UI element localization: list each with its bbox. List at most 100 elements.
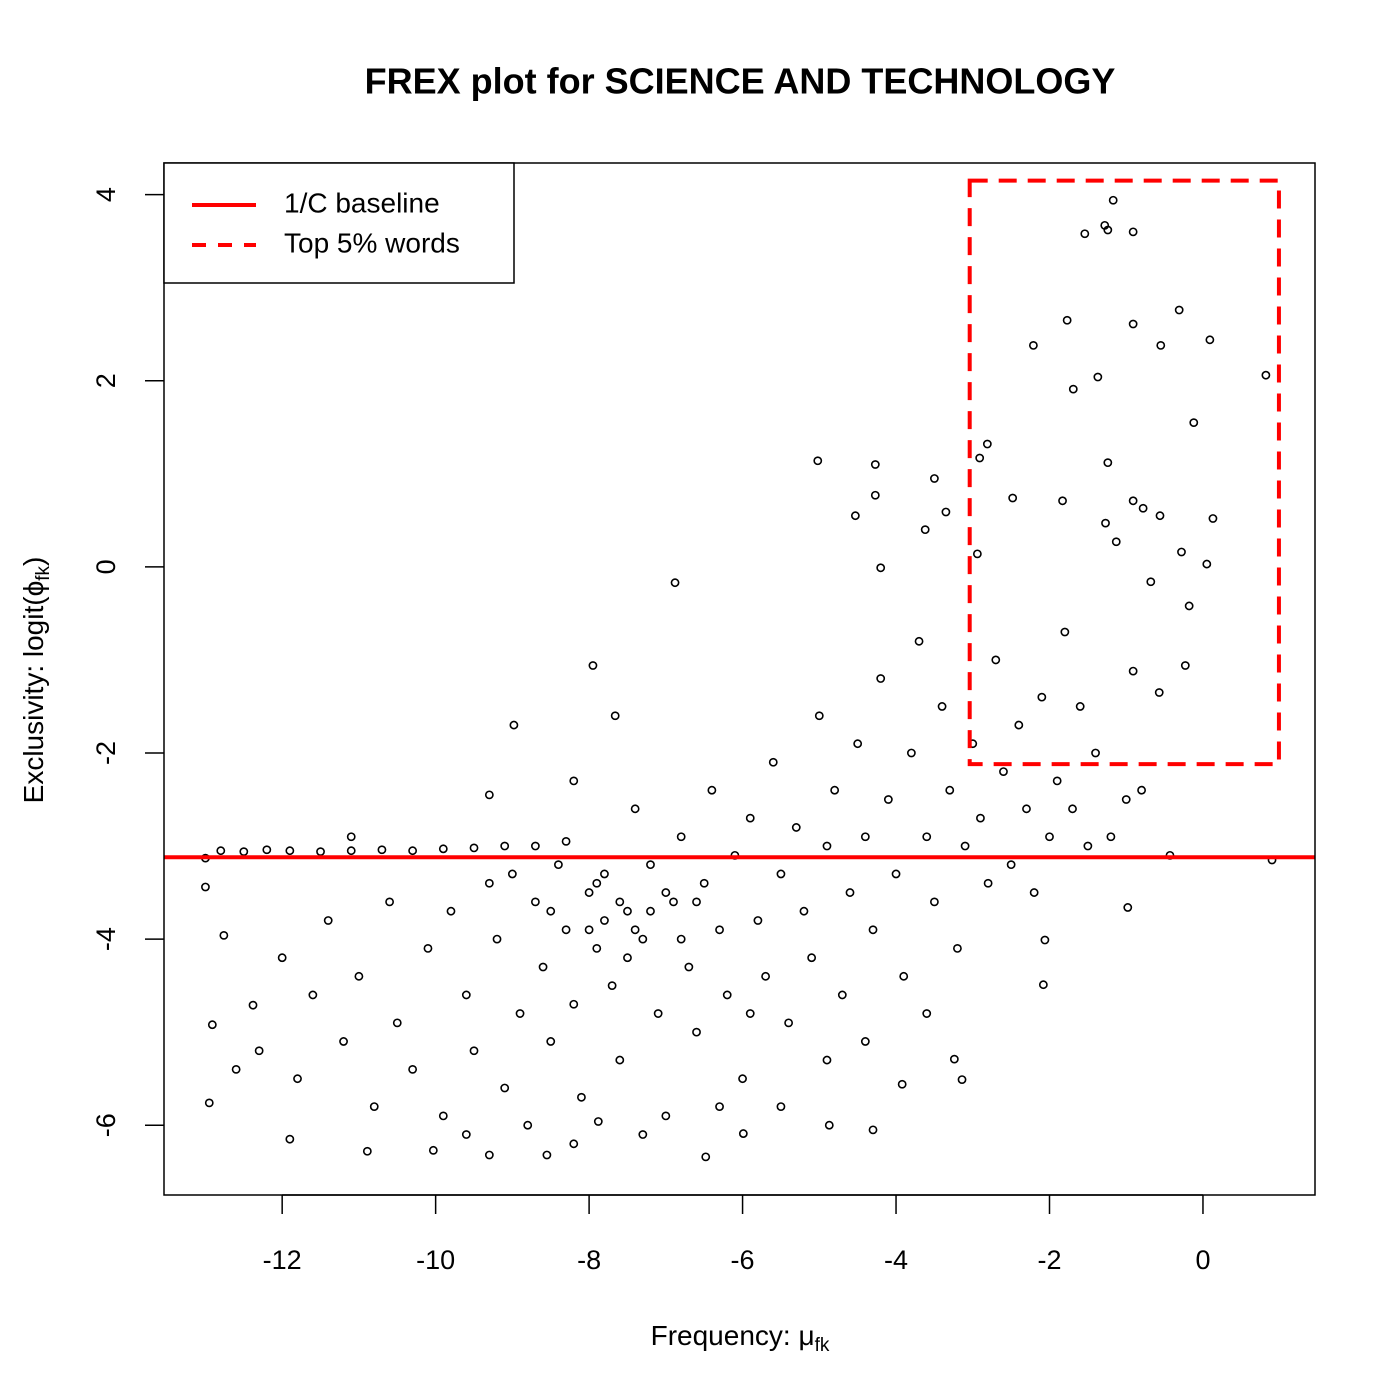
point [949,1054,959,1064]
point [701,1152,711,1162]
point [569,999,579,1009]
x-tick-label: -2 [1037,1245,1061,1275]
point [615,897,625,907]
point [262,845,272,855]
point [1138,503,1148,513]
point [584,925,594,935]
point [1155,511,1165,521]
point [293,1074,302,1084]
point [584,888,594,897]
point [515,1009,525,1018]
point [807,953,817,963]
point [930,897,939,907]
point [219,930,229,940]
point [1068,384,1078,394]
point [920,525,930,535]
point [876,674,886,683]
point [824,1120,834,1130]
chart-title: FREX plot for SCIENCE AND TECHNOLOGY [365,61,1116,102]
point [1029,888,1039,897]
point [1045,832,1054,842]
point [1103,225,1113,235]
point [1062,315,1072,325]
x-axis-label-text: Frequency: μ [651,1320,815,1351]
point [860,832,870,842]
point [248,1000,258,1010]
point [937,702,947,711]
point [500,841,510,851]
point [870,460,880,469]
point [868,1125,878,1135]
point [285,1134,295,1144]
x-tick-label: -4 [884,1245,908,1275]
point [661,888,671,897]
point [991,655,1001,665]
point [837,990,847,1000]
point [354,971,364,981]
point [692,1027,701,1037]
point [592,878,602,888]
point [1111,537,1121,547]
point [201,882,210,892]
point [630,804,640,814]
x-tick-label: -8 [577,1245,601,1275]
point [753,916,763,925]
y-axis-label: Exclusivity: logit(ϕfk) [18,557,54,804]
point [722,990,732,1000]
point [1040,935,1050,945]
point [408,846,418,856]
point [423,943,433,953]
point [906,748,916,758]
point [860,1037,870,1046]
x-tick-label: -10 [416,1245,455,1275]
y-tick-label: 4 [91,187,121,202]
point [953,943,962,953]
point [930,474,939,483]
x-tick-label: -6 [731,1245,755,1275]
point [982,439,992,449]
point [569,776,579,786]
point [446,906,456,916]
point [538,962,548,972]
point [922,832,932,842]
point [868,925,878,935]
point [492,934,502,944]
point [1202,559,1212,569]
point [507,869,517,879]
point [600,869,609,879]
point [699,878,709,888]
point [1008,493,1018,503]
point [897,1079,907,1089]
point [745,813,755,823]
point [1091,748,1100,758]
point [362,1146,372,1156]
point [469,1046,479,1056]
point [542,1150,552,1160]
point [461,1130,471,1139]
point [523,1120,533,1130]
point [323,916,333,925]
point [853,739,863,749]
point [1177,547,1186,557]
point [972,549,982,559]
point [484,1150,494,1160]
point [976,813,985,823]
point [630,925,640,935]
point [941,507,951,517]
point [346,846,356,856]
point [822,841,832,851]
point [983,878,993,888]
point [1128,227,1138,237]
point [1128,496,1138,506]
point [408,1064,418,1074]
x-axis-label-subscript: fk [815,1335,830,1356]
point [1093,372,1103,382]
point [638,934,648,944]
point [684,962,694,972]
point [638,1130,648,1139]
point [999,767,1008,776]
point [813,456,823,466]
point [231,1064,241,1074]
point [1137,785,1146,795]
point [1014,720,1024,730]
